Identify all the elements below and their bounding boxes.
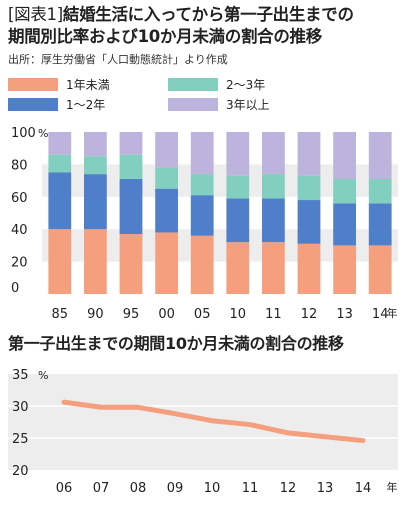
line-x-tick-label: 07 (93, 481, 110, 496)
bar-segment-2-3y (262, 174, 285, 199)
line-series (61, 399, 366, 444)
legend-label-under-1y: 1年未満 (66, 78, 110, 92)
bar-segment-1-2y (262, 198, 285, 243)
bar-x-tick-label: 14 (372, 307, 389, 322)
source-note: 出所：厚生労働省「人口動態統計」より作成 (8, 53, 228, 66)
bar-segment-1-2y (155, 188, 178, 233)
legend-item-under-1y: 1年未満 (8, 76, 110, 93)
bar-segment-under-1y (333, 245, 356, 294)
bar-y-tick-label: 0 (11, 281, 19, 296)
legend-label-2-3y: 2～3年 (226, 78, 266, 92)
bar-segment-3y-plus (368, 132, 392, 179)
bar-segment-2-3y (155, 167, 178, 189)
bar-y-unit: % (38, 127, 48, 140)
bar-x-tick-label: 12 (301, 307, 318, 322)
bar-segment-under-1y (262, 242, 285, 294)
line-y-tick-label: 35 (12, 368, 29, 383)
line-x-tick-label: 13 (317, 481, 334, 496)
line-x-tick-label: 14 (355, 481, 372, 496)
bar-segment-3y-plus (84, 132, 107, 157)
line-x-tick-label: 06 (56, 481, 73, 496)
bar-segment-3y-plus (333, 132, 356, 179)
bar-segment-3y-plus (48, 132, 72, 155)
bar-x-tick-label: 13 (336, 307, 353, 322)
legend-swatch-under-1y (8, 78, 58, 91)
line-y-tick-label: 30 (12, 400, 29, 415)
legend-swatch-1-2y (8, 98, 58, 111)
bar-segment-2-3y (190, 174, 214, 196)
bar-segment-1-2y (84, 174, 107, 230)
bar-segment-under-1y (297, 243, 321, 294)
line-x-unit: 年 (387, 480, 398, 494)
bar-y-tick-label: 20 (11, 256, 28, 271)
bar-segment-2-3y (333, 178, 356, 204)
bar-segment-1-2y (333, 203, 356, 246)
bar-segment-under-1y (119, 234, 143, 294)
bar-segment-2-3y (226, 175, 250, 199)
legend-label-1-2y: 1～2年 (66, 98, 106, 112)
bar-y-tick-label: 60 (11, 191, 28, 206)
line-y-tick-label: 20 (12, 464, 29, 479)
line-plot-background (8, 374, 398, 470)
line-x-tick-label: 08 (130, 481, 147, 496)
bar-segment-3y-plus (190, 132, 214, 175)
figure-label: [図表1] (8, 5, 63, 24)
bar-segment-3y-plus (297, 132, 321, 176)
bar-segment-2-3y (84, 156, 107, 175)
line-x-tick-label: 09 (167, 481, 184, 496)
bar-segment-1-2y (190, 195, 214, 236)
bar-segment-3y-plus (262, 132, 285, 175)
legend-swatch-2-3y (168, 78, 218, 91)
bar-segment-under-1y (226, 242, 250, 294)
bar-segment-1-2y (48, 172, 72, 230)
legend-swatch-3y-plus (168, 98, 218, 111)
legend-item-1-2y: 1～2年 (8, 96, 105, 113)
bar-segment-1-2y (368, 203, 392, 246)
bar-segment-2-3y (368, 178, 392, 204)
line-x-tick-label: 11 (242, 481, 259, 496)
line-x-tick-label: 10 (204, 481, 221, 496)
bar-segment-3y-plus (119, 132, 143, 155)
bar-y-tick-label: 80 (11, 158, 28, 173)
bar-x-tick-label: 90 (87, 307, 104, 322)
bar-segment-under-1y (190, 235, 214, 294)
bar-segment-2-3y (297, 175, 321, 201)
bar-segment-3y-plus (226, 132, 250, 176)
bar-segment-under-1y (155, 232, 178, 294)
bar-segment-1-2y (297, 200, 321, 244)
bar-x-tick-label: 95 (123, 307, 140, 322)
line-x-tick-label: 12 (280, 481, 297, 496)
legend-item-3y-plus: 3年以上 (168, 96, 270, 113)
bar-y-tick-label: 100 (11, 126, 36, 141)
legend-item-2-3y: 2～3年 (168, 76, 265, 93)
legend-label-3y-plus: 3年以上 (226, 98, 270, 112)
bar-segment-under-1y (368, 245, 392, 294)
bar-x-tick-label: 00 (158, 307, 175, 322)
bar-segment-1-2y (226, 198, 250, 243)
bar-x-tick-label: 85 (52, 307, 69, 322)
bar-segment-3y-plus (155, 132, 178, 168)
title-text-line1: 結婚生活に入ってから第一子出生までの (62, 5, 354, 24)
line-y-unit: % (38, 369, 48, 382)
bar-segment-1-2y (119, 178, 143, 235)
bar-x-tick-label: 05 (194, 307, 211, 322)
bar-segment-2-3y (119, 154, 143, 179)
chart-title-line1: [図表1]結婚生活に入ってから第一子出生までの (8, 4, 354, 26)
bar-x-unit: 年 (387, 306, 398, 320)
bar-segment-under-1y (48, 229, 72, 294)
line-y-tick-label: 25 (12, 432, 29, 447)
bar-x-tick-label: 10 (230, 307, 247, 322)
bar-x-tick-label: 11 (265, 307, 282, 322)
line-chart-title: 第一子出生までの期間10か月未満の割合の推移 (8, 334, 344, 353)
bar-segment-2-3y (48, 154, 72, 173)
bar-segment-under-1y (84, 229, 107, 294)
chart-title-line2: 期間別比率および10か月未満の割合の推移 (8, 27, 322, 46)
bar-y-tick-label: 40 (11, 223, 28, 238)
